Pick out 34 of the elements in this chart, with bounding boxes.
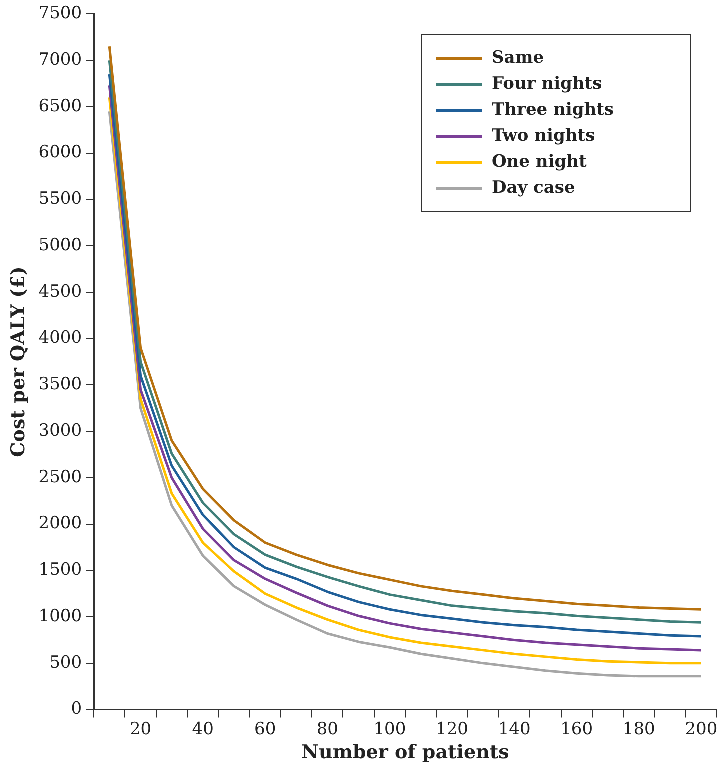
x-tick-label: 20 — [130, 719, 152, 740]
y-tick-label: 7500 — [38, 4, 82, 24]
y-tick-label: 5500 — [38, 189, 82, 210]
y-tick-label: 7000 — [38, 50, 82, 70]
y-axis-title: Cost per QALY (£) — [7, 266, 30, 458]
legend-label: One night — [492, 152, 587, 172]
y-tick-label: 3500 — [38, 374, 82, 395]
legend-label: Two nights — [492, 126, 596, 146]
x-tick-label: 160 — [560, 719, 594, 740]
y-tick-label: 5000 — [38, 235, 82, 256]
y-tick-label: 6000 — [38, 142, 82, 163]
x-tick-label: 180 — [622, 719, 656, 740]
x-axis-title: Number of patients — [302, 742, 510, 764]
x-tick-label: 200 — [685, 719, 718, 740]
y-tick-label: 1000 — [38, 606, 82, 626]
legend-label: Three nights — [492, 100, 614, 120]
legend-label: Four nights — [492, 74, 602, 94]
x-tick-label: 40 — [192, 719, 214, 740]
y-tick-label: 2000 — [38, 514, 82, 534]
x-tick-label: 80 — [316, 719, 338, 740]
y-tick-label: 4500 — [38, 282, 82, 302]
y-tick-label: 0 — [71, 699, 82, 720]
legend-label: Same — [492, 48, 544, 68]
y-tick-label: 3000 — [38, 420, 82, 441]
x-tick-label: 100 — [374, 719, 406, 740]
legend-label: Day case — [492, 178, 576, 198]
y-tick-label: 500 — [50, 652, 82, 673]
y-tick-label: 1500 — [38, 560, 82, 580]
x-tick-label: 60 — [254, 719, 276, 740]
y-tick-label: 4000 — [38, 328, 82, 348]
x-tick-label: 120 — [436, 719, 468, 740]
y-tick-label: 2500 — [38, 467, 82, 488]
x-tick-label: 140 — [498, 719, 531, 740]
y-tick-label: 6500 — [38, 96, 82, 116]
